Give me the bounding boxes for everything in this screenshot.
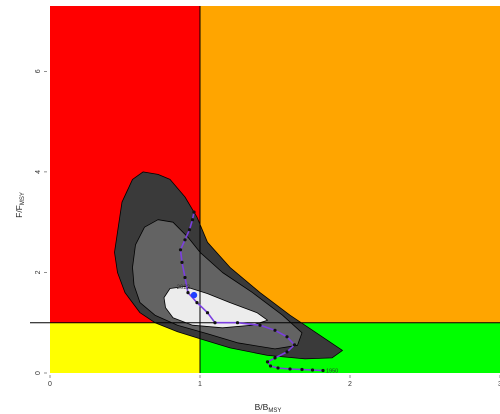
trajectory-point [187,228,192,232]
trajectory-point [285,350,289,354]
trajectory-point [285,335,289,339]
trajectory-point [183,275,187,280]
y-tick-label: 6 [35,69,42,73]
x-tick-label: 0 [48,381,52,388]
trajectory-point [192,210,196,214]
y-axis-label-subscript: MSY [20,192,26,205]
x-tick-label: 2 [348,381,352,388]
trajectory-point [268,364,273,368]
reference-lines [30,6,500,373]
x-tick-label: 1 [198,381,202,388]
y-axis-label: F/FMSY [14,192,26,218]
trajectory-point [205,311,210,315]
trajectory-point [190,218,195,222]
y-axis-label-main: F/F [14,205,24,218]
current-status-point [190,291,198,299]
annotation-last-year: 2022 [177,285,191,291]
x-axis: 0 1 2 3 [48,375,500,388]
trajectory-point [300,367,304,372]
x-axis-label-subscript: MSY [268,408,281,414]
quadrant-orange [200,6,500,323]
trajectory-point [292,343,297,347]
trajectory: 2022 1950 [177,210,338,375]
trajectory-point [183,238,187,242]
trajectory-point [310,368,315,372]
trajectory-point [273,328,277,332]
trajectory-point [273,356,277,360]
confidence-regions [114,171,343,360]
annotation-first-year: 1950 [326,369,338,375]
y-axis: 0 2 4 6 [35,69,47,375]
trajectory-point [195,301,199,305]
trajectory-point [258,323,262,327]
trajectory-point [265,360,270,364]
trajectory-point [276,366,280,370]
trajectory-point [186,291,190,295]
y-tick-label: 4 [35,170,42,174]
x-axis-label: B/BMSY [255,402,282,414]
trajectory-point [321,368,325,373]
x-axis-label-main: B/B [255,402,269,412]
trajectory-point [235,321,240,325]
confidence-region-3 [163,286,268,329]
x-tick-label: 3 [498,381,500,388]
trajectory-point [288,367,292,371]
trajectory-point [180,260,184,264]
quadrant-backgrounds [50,6,500,373]
trajectory-point [178,248,183,252]
trajectory-point [213,321,217,325]
y-tick-label: 2 [35,270,42,274]
y-tick-label: 0 [35,371,42,375]
